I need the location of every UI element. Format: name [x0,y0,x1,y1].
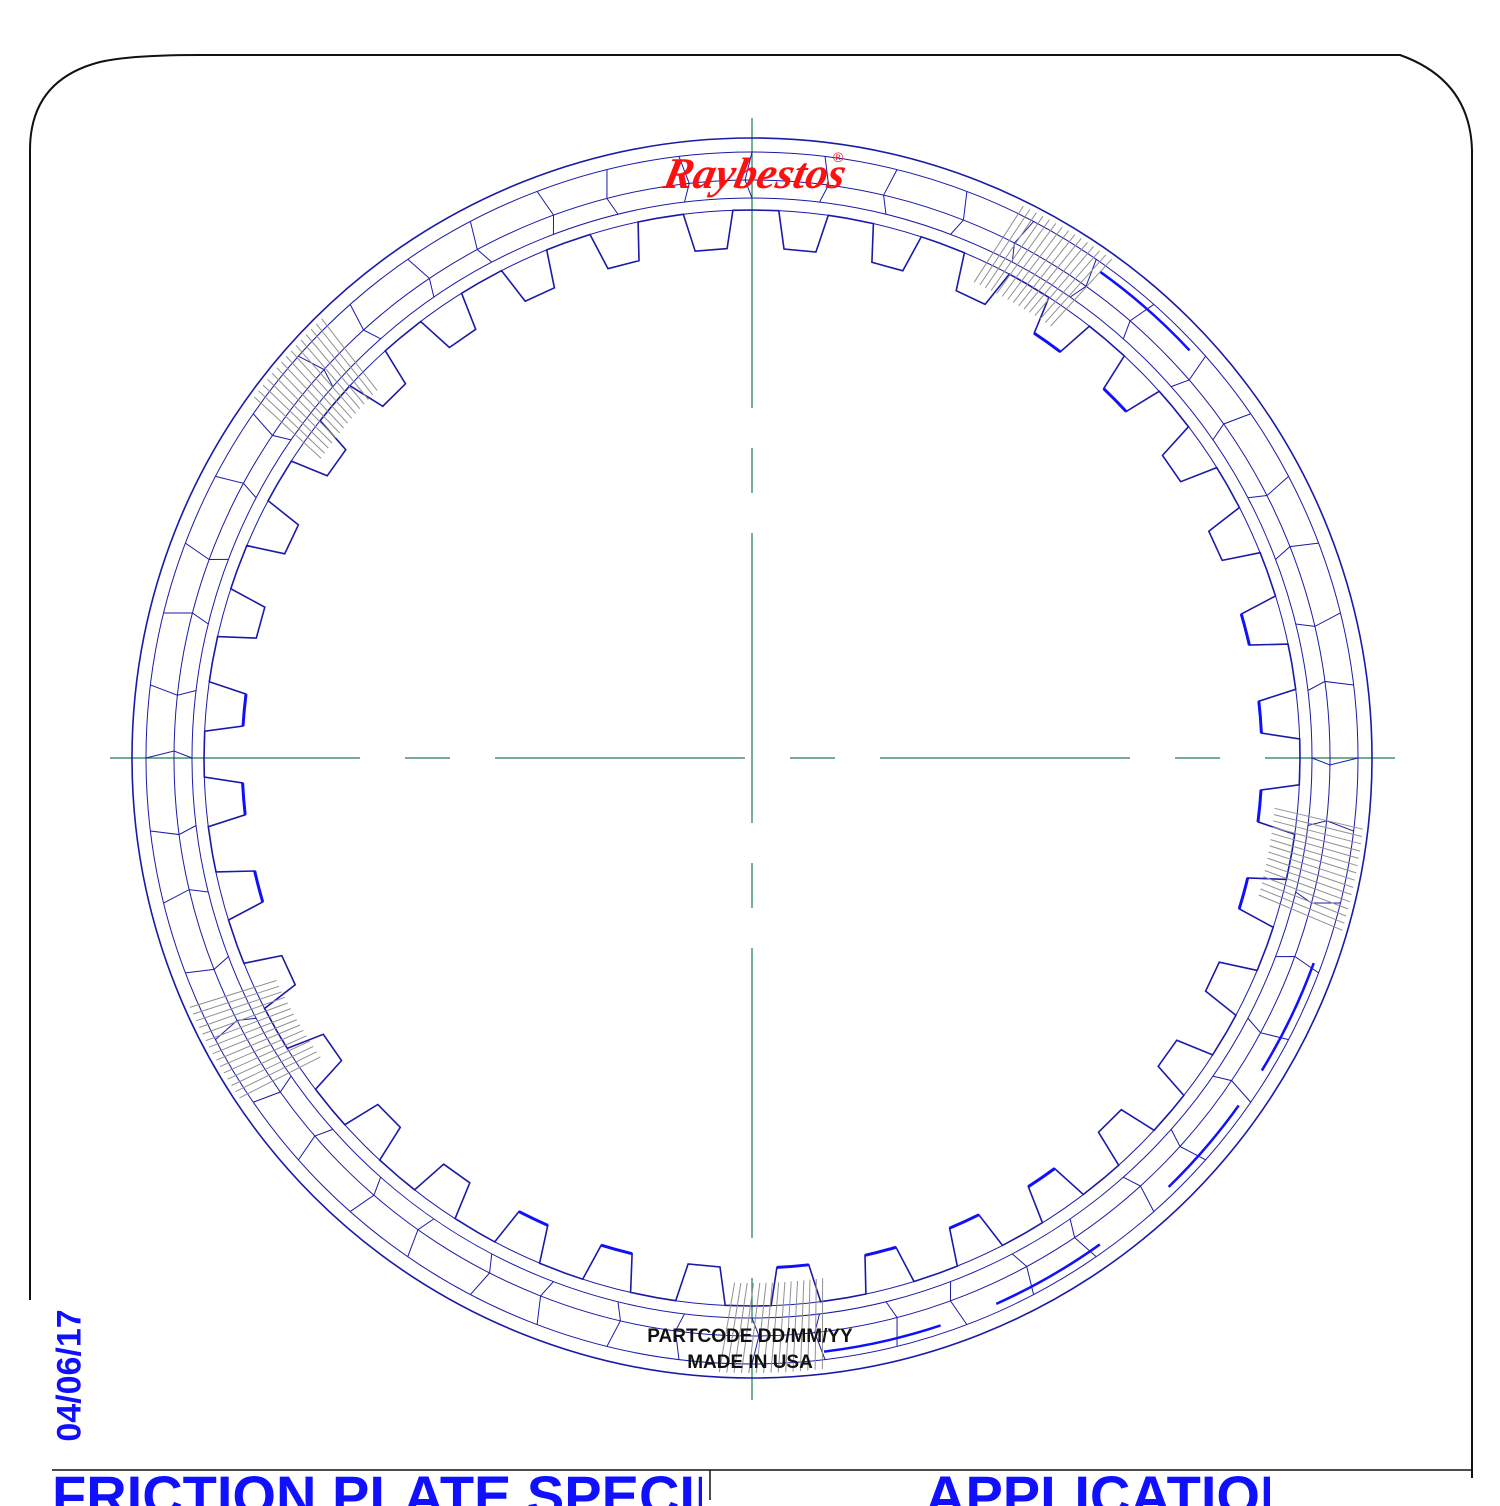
groove-segment-7 [1123,1177,1154,1211]
oil-groove-hatch-3-3 [228,1041,310,1079]
outer-accent-arc-2 [1169,1105,1239,1187]
revision-date-text: 04/06/17 [51,1309,90,1441]
oil-groove-hatch-0-7 [286,356,347,423]
oil-groove-hatch-2-4 [1272,833,1359,858]
registered-mark: ® [833,149,844,165]
oil-groove-hatch-3-10 [203,1003,288,1034]
groove-segment-15 [607,1302,620,1347]
oil-groove-hatch-0-12 [311,329,368,399]
spline-accent-10 [1239,878,1248,909]
spline-accent-19 [601,1245,632,1254]
oil-groove-hatch-0-5 [277,368,340,433]
oil-groove-hatch-0-9 [296,345,356,413]
groove-segment-29 [185,543,228,559]
spline-accent-8 [1259,701,1262,733]
groove-segment-23 [185,957,228,973]
oil-groove-hatch-0-3 [268,379,333,443]
oil-groove-hatch-2-6 [1270,846,1357,873]
groove-segment-41 [884,170,897,215]
outer-accent-arc-1 [1262,963,1314,1071]
groove-segment-49 [1276,543,1319,559]
groove-segment-0 [1312,758,1358,765]
sheet-border [30,55,1472,1478]
groove-segment-24 [164,890,209,903]
oil-groove-hatch-2-5 [1271,840,1358,866]
spline-accent-16 [865,1247,896,1255]
partcode-stamp: PARTCODE DD/MM/YY [647,1326,853,1347]
oil-groove-hatch-1-12 [1040,251,1100,319]
oil-groove-hatch-1-11 [1035,247,1094,316]
application-heading: APPLICATION [925,1466,1270,1506]
groove-segment-30 [215,476,256,497]
groove-segment-51 [1308,681,1354,690]
groove-segment-10 [950,1282,966,1325]
oil-groove-hatch-0-6 [282,362,344,428]
groove-segment-26 [146,751,192,758]
oil-groove-hatch-0-0 [254,397,321,458]
groove-segment-50 [1296,613,1341,626]
groove-segment-35 [470,221,491,262]
oil-groove-hatch-0-13 [316,324,373,395]
oil-groove-hatch-1-3 [991,216,1043,290]
oil-groove-hatch-0-8 [291,351,352,419]
oil-groove-hatch-3-6 [216,1025,300,1060]
oil-groove-hatch-2-14 [1259,895,1343,930]
groove-segment-42 [951,191,967,234]
oil-groove-hatch-3-5 [220,1030,303,1066]
oil-groove-hatch-3-14 [190,981,277,1008]
oil-groove-hatch-0-11 [306,335,364,405]
spline-accent-20 [519,1212,548,1226]
spline-accent-15 [950,1215,979,1228]
groove-segment-46 [1171,356,1205,387]
spline-accent-3 [1034,333,1060,352]
oil-groove-hatch-3-4 [224,1036,307,1073]
oil-groove-hatch-0-14 [322,319,378,391]
made-in-usa-stamp: MADE IN USA [687,1352,813,1373]
groove-segment-33 [350,304,381,338]
groove-segment-48 [1248,476,1289,497]
spline-accent-27 [243,694,246,726]
spline-accent-17 [777,1265,809,1268]
spline-accent-9 [1258,790,1261,822]
spline-accent-7 [1241,614,1249,645]
oil-groove-hatch-3-2 [232,1046,314,1085]
groove-segment-36 [537,191,553,234]
oil-groove-hatch-0-1 [259,391,325,453]
spline-accent-26 [243,783,246,815]
oil-groove-hatch-2-10 [1265,871,1350,902]
groove-segment-25 [150,826,196,835]
groove-segment-19 [350,1177,381,1211]
groove-segment-17 [470,1254,491,1295]
groove-segment-20 [298,1129,332,1160]
revision-date: 04/06/17 [40,1300,100,1450]
oil-groove-hatch-2-3 [1272,827,1360,851]
spline-accent-4 [1104,389,1126,412]
oil-groove-hatch-0-10 [301,340,360,409]
oil-groove-hatch-0-4 [272,373,336,438]
spline-accent-14 [1028,1168,1054,1186]
oil-groove-hatch-1-10 [1029,243,1087,313]
oil-groove-hatch-0-2 [263,385,328,448]
oil-groove-hatch-2-13 [1260,889,1344,923]
raybestos-logo: Raybestos [659,148,851,197]
centerlines [110,118,1395,1400]
groove-segment-37 [607,170,618,215]
groove-segment-16 [537,1282,553,1325]
groove-segment-28 [164,613,209,624]
groove-segment-27 [150,685,196,695]
spline-accent-25 [255,871,263,902]
friction-plate-specifics-heading: FRICTION PLATE SPECIFICS [52,1466,702,1506]
oil-groove-hatch-2-7 [1269,852,1355,880]
oil-groove-hatch-4-1 [815,1279,816,1370]
groove-segment-1 [1308,821,1354,831]
oil-groove-hatch-3-7 [213,1020,297,1054]
